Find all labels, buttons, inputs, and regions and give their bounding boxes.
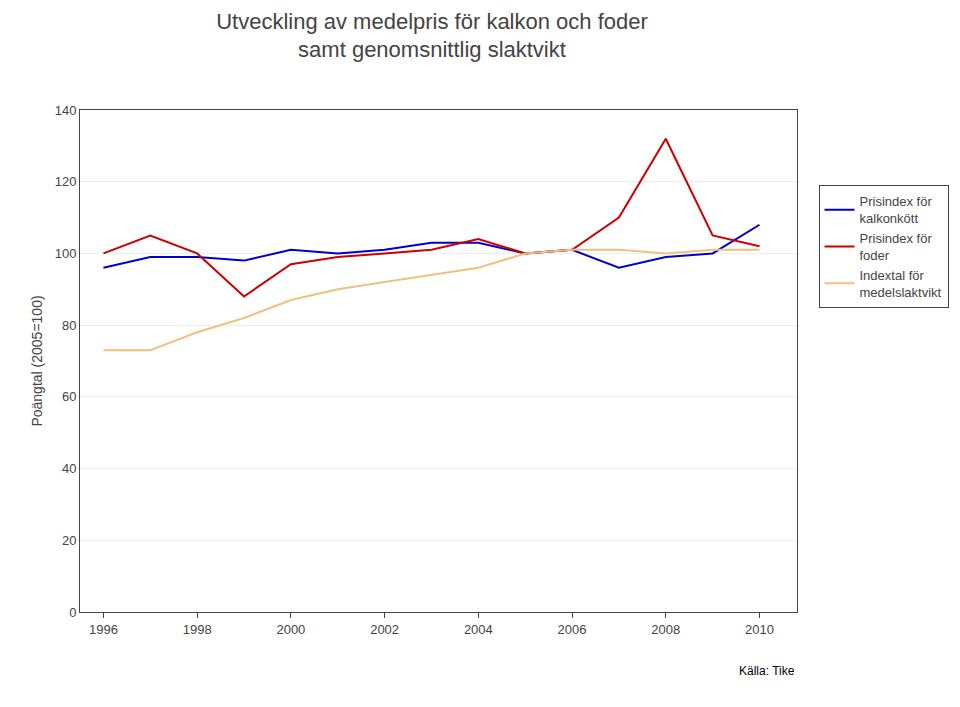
svg-text:2010: 2010 [745,622,774,637]
svg-text:60: 60 [62,389,76,404]
svg-text:2008: 2008 [651,622,680,637]
svg-text:1996: 1996 [89,622,118,637]
svg-text:2006: 2006 [558,622,587,637]
svg-text:Prisindex förfoder: Prisindex förfoder [860,231,933,263]
svg-text:40: 40 [62,461,76,476]
svg-text:2004: 2004 [464,622,493,637]
svg-text:1998: 1998 [183,622,212,637]
svg-text:100: 100 [55,246,77,261]
svg-text:120: 120 [55,174,77,189]
svg-text:140: 140 [55,103,77,118]
svg-text:2000: 2000 [276,622,305,637]
svg-text:Poängtal (2005=100): Poängtal (2005=100) [29,295,45,426]
svg-text:Källa: Tike: Källa: Tike [739,664,795,678]
svg-text:0: 0 [69,605,76,620]
svg-text:Prisindex förkalkonkött: Prisindex förkalkonkött [860,194,933,226]
svg-text:2002: 2002 [370,622,399,637]
svg-text:20: 20 [62,533,76,548]
svg-text:Utveckling av medelpris för ka: Utveckling av medelpris för kalkon och f… [216,9,648,63]
svg-text:80: 80 [62,318,76,333]
svg-text:Indextal förmedelslaktvikt: Indextal förmedelslaktvikt [860,268,942,300]
